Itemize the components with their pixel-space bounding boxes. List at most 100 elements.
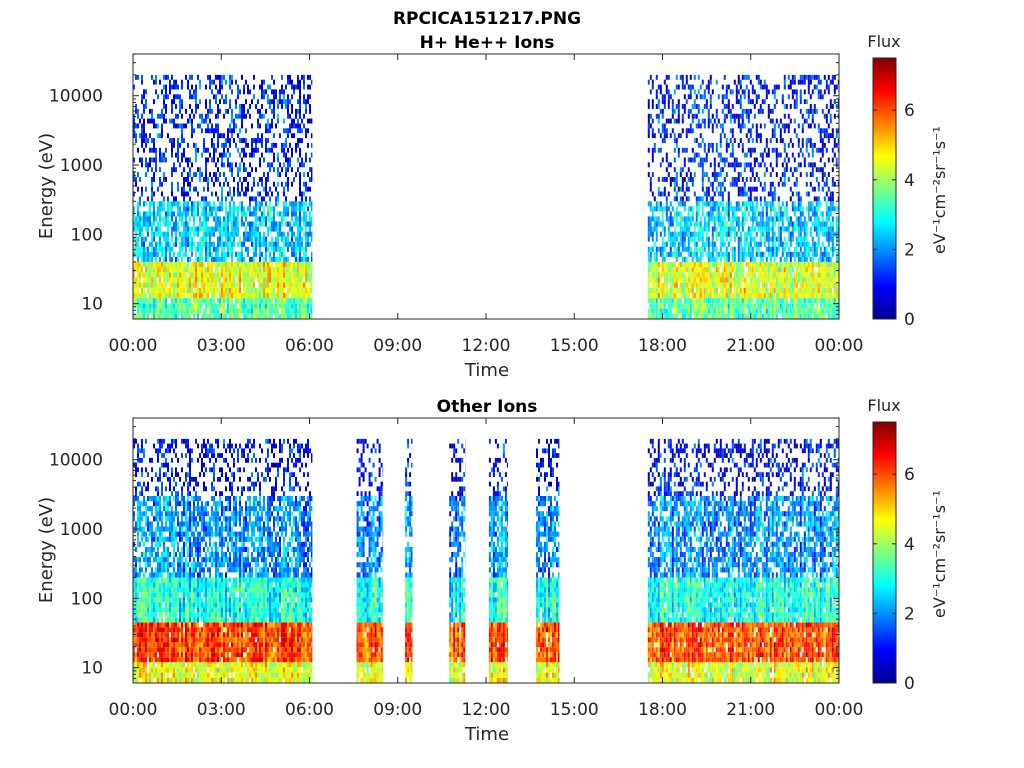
spectrogram-cell: [139, 246, 141, 252]
spectrogram-cell: [681, 277, 684, 283]
spectrogram-cell: [173, 211, 175, 217]
spectrogram-cell: [243, 298, 245, 304]
spectrogram-cell: [285, 298, 287, 304]
spectrogram-cell: [263, 113, 265, 119]
spectrogram-cell: [701, 79, 704, 85]
spectrogram-cell: [743, 191, 746, 197]
spectrogram-cell: [695, 123, 698, 129]
spectrogram-cell: [303, 272, 305, 278]
spectrogram-cell: [247, 251, 249, 257]
spectrogram-cell: [193, 186, 195, 192]
spectrogram-cell: [263, 172, 265, 177]
spectrogram-cell: [811, 303, 814, 309]
spectrogram-cell: [153, 308, 155, 314]
spectrogram-cell: [247, 293, 249, 299]
spectrogram-cell: [153, 277, 155, 283]
spectrogram-cell: [133, 277, 135, 283]
spectrogram-cell: [265, 138, 267, 143]
spectrogram-cell: [161, 241, 163, 247]
spectrogram-cell: [729, 128, 732, 134]
spectrogram-cell: [219, 272, 221, 278]
spectrogram-cell: [149, 293, 151, 299]
spectrogram-cell: [219, 287, 221, 293]
spectrogram-cell: [175, 287, 177, 293]
spectrogram-cell: [207, 277, 209, 283]
spectrogram-cell: [189, 104, 191, 109]
spectrogram-cell: [259, 298, 261, 304]
spectrogram-cell: [787, 94, 790, 100]
spectrogram-cell: [211, 277, 213, 283]
spectrogram-cell: [269, 282, 271, 288]
spectrogram-cell: [281, 181, 283, 187]
spectrogram-cell: [255, 201, 257, 207]
spectrogram-cell: [295, 277, 297, 283]
spectrogram-cell: [243, 308, 245, 314]
spectrogram-cell: [703, 308, 706, 314]
spectrogram-cell: [753, 162, 756, 168]
spectrogram-cell: [251, 186, 253, 192]
spectrogram-cell: [713, 287, 716, 293]
spectrogram-cell: [249, 293, 251, 299]
spectrogram-cell: [651, 104, 654, 109]
spectrogram-cell: [675, 272, 678, 278]
spectrogram-cell: [145, 216, 147, 222]
spectrogram-cell: [237, 133, 239, 139]
spectrogram-cell: [263, 282, 265, 288]
spectrogram-cell: [711, 282, 714, 288]
spectrogram-cell: [167, 236, 169, 242]
spectrogram-cell: [263, 241, 265, 247]
spectrogram-cell: [249, 261, 251, 268]
spectrogram-cell: [279, 89, 281, 95]
spectrogram-cell: [657, 191, 660, 197]
spectrogram-cell: [181, 236, 183, 242]
spectrogram-cell: [169, 293, 171, 299]
spectrogram-cell: [171, 99, 173, 105]
spectrogram-cell: [683, 287, 686, 293]
spectrogram-cell: [805, 138, 808, 143]
spectrogram-cell: [715, 226, 718, 232]
spectrogram-cell: [247, 89, 249, 95]
spectrogram-cell: [251, 123, 253, 129]
spectrogram-cell: [679, 167, 682, 173]
spectrogram-cell: [151, 303, 153, 309]
spectrogram-cell: [295, 293, 297, 299]
spectrogram-cell: [217, 308, 219, 314]
spectrogram-cell: [675, 138, 678, 143]
spectrogram-cell: [229, 282, 231, 288]
spectrogram-cell: [157, 298, 159, 304]
spectrogram-cell: [713, 221, 716, 227]
spectrogram-cell: [783, 256, 786, 262]
spectrogram-cell: [197, 241, 199, 247]
spectrogram-cell: [649, 261, 652, 268]
spectrogram-cell: [247, 282, 249, 288]
spectrogram-cell: [201, 172, 203, 177]
spectrogram-cell: [805, 308, 808, 314]
spectrogram-cell: [137, 282, 139, 288]
spectrogram-cell: [217, 167, 219, 173]
spectrogram-cell: [679, 74, 682, 80]
spectrogram-cell: [285, 303, 287, 309]
spectrogram-cell: [791, 191, 794, 197]
spectrogram-cell: [805, 172, 808, 177]
spectrogram-cell: [185, 157, 187, 163]
spectrogram-cell: [239, 167, 241, 173]
spectrogram-cell: [161, 152, 163, 158]
spectrogram-cell: [181, 261, 183, 268]
spectrogram-cell: [161, 191, 163, 197]
spectrogram-cell: [767, 147, 770, 153]
spectrogram-cell: [261, 287, 263, 293]
spectrogram-cell: [227, 241, 229, 247]
spectrogram-cell: [241, 303, 243, 309]
spectrogram-cell: [801, 256, 804, 262]
spectrogram-cell: [797, 201, 800, 207]
spectrogram-cell: [683, 94, 686, 100]
spectrogram-cell: [253, 287, 255, 293]
spectrogram-cell: [265, 236, 267, 242]
spectrogram-cell: [305, 282, 307, 288]
spectrogram-cell: [687, 186, 690, 192]
spectrogram-cell: [201, 221, 203, 227]
spectrogram-cell: [277, 277, 279, 283]
spectrogram-cell: [177, 308, 179, 314]
spectrogram-cell: [795, 99, 798, 105]
spectrogram-cell: [691, 236, 694, 242]
